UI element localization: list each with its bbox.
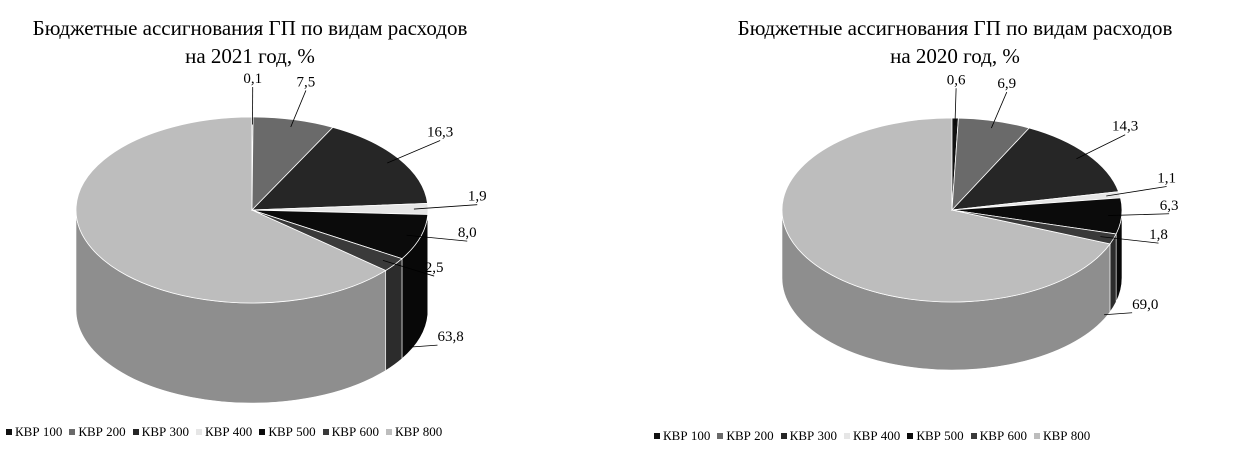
label-leader-line bbox=[1076, 134, 1126, 160]
chart-title-line-1: Бюджетные ассигнования ГП по видам расхо… bbox=[737, 16, 1173, 40]
data-label-квр-200: 6,9 bbox=[997, 76, 1016, 92]
pie-slice-квр-300 bbox=[251, 126, 429, 211]
legend-swatch bbox=[385, 429, 392, 435]
label-leader-line bbox=[409, 344, 438, 348]
pie-chart-2021: Бюджетные ассигнования ГП по видам расхо… bbox=[0, 0, 560, 450]
chart-title-line-1: Бюджетные ассигнования ГП по видам расхо… bbox=[32, 16, 468, 40]
legend-label: КВР 200 bbox=[726, 428, 774, 443]
legend-item: КВР 500 bbox=[907, 428, 964, 444]
legend-label: КВР 600 bbox=[979, 428, 1027, 443]
label-leader-line bbox=[1108, 213, 1170, 216]
pie-chart-2020: Бюджетные ассигнования ГП по видам расхо… bbox=[640, 0, 1247, 450]
legend-label: КВР 600 bbox=[331, 424, 379, 439]
label-leader-line bbox=[382, 259, 435, 277]
label-leader-line bbox=[1100, 236, 1159, 244]
data-label-квр-100: 0,1 bbox=[243, 71, 262, 87]
chart-legend: КВР 100 КВР 200 КВР 300 КВР 400 КВР 500 КВР 6… bbox=[654, 428, 1097, 444]
legend-item: КВР 600 bbox=[970, 428, 1027, 444]
legend-swatch bbox=[132, 429, 139, 435]
legend-item: КВР 200 bbox=[69, 424, 126, 440]
legend-swatch bbox=[780, 433, 787, 439]
pie-slice-квр-600 bbox=[951, 209, 1117, 245]
data-label-квр-400: 1,1 bbox=[1157, 170, 1176, 186]
data-label-квр-800: 69,0 bbox=[1132, 297, 1158, 313]
legend-item: КВР 600 bbox=[322, 424, 379, 440]
legend-label: КВР 100 bbox=[15, 424, 63, 439]
data-labels: 0,6 6,9 14,3 1,1 6,3 1,8 69,0 bbox=[947, 72, 1179, 316]
data-label-квр-100: 0,6 bbox=[947, 72, 966, 88]
legend-swatch bbox=[907, 433, 914, 439]
legend-label: КВР 800 bbox=[1042, 428, 1091, 443]
legend-label: КВР 400 bbox=[852, 428, 901, 443]
legend-swatch bbox=[717, 433, 724, 439]
chart-title-line-2: на 2021 год, % bbox=[185, 44, 315, 68]
chart-legend: КВР 100 КВР 200 КВР 300 КВР 400 КВР 500 КВР 6… bbox=[6, 424, 449, 440]
legend-swatch bbox=[69, 429, 76, 435]
pie-slice-квр-800 bbox=[75, 116, 387, 304]
legend-swatch bbox=[322, 429, 329, 435]
legend-item: КВР 500 bbox=[259, 424, 316, 440]
legend-item: КВР 400 bbox=[843, 428, 901, 444]
legend-item: КВР 100 bbox=[654, 428, 710, 444]
pie-top bbox=[75, 116, 429, 304]
data-label-квр-500: 6,3 bbox=[1160, 198, 1179, 214]
chart-title: Бюджетные ассигнования ГП по видам расхо… bbox=[0, 14, 500, 70]
data-label-квр-300: 16,3 bbox=[427, 125, 453, 141]
pie-side-квр-600 bbox=[385, 258, 403, 371]
legend-item: КВР 100 bbox=[6, 424, 62, 440]
legend-swatch bbox=[1033, 433, 1040, 439]
legend-label: КВР 300 bbox=[789, 428, 837, 443]
label-leader-line bbox=[387, 140, 441, 164]
legend-label: КВР 500 bbox=[268, 424, 316, 439]
legend-swatch bbox=[259, 429, 266, 435]
legend-label: КВР 400 bbox=[204, 424, 253, 439]
label-leader-line bbox=[1106, 186, 1167, 197]
legend-swatch bbox=[970, 433, 977, 439]
legend-swatch bbox=[843, 433, 850, 439]
pie-side-walls bbox=[75, 209, 429, 404]
label-leader-line bbox=[1104, 312, 1133, 316]
pie-slice-квр-300 bbox=[950, 127, 1120, 211]
data-label-квр-200: 7,5 bbox=[297, 74, 316, 90]
label-leader-line bbox=[954, 88, 957, 126]
legend-swatch bbox=[195, 429, 202, 435]
legend-swatch bbox=[654, 433, 660, 439]
legend-label: КВР 100 bbox=[663, 428, 711, 443]
label-leader-line bbox=[406, 234, 468, 242]
label-leader-line bbox=[413, 204, 478, 210]
pie-top bbox=[781, 117, 1123, 303]
legend-label: КВР 500 bbox=[916, 428, 964, 443]
pie-plot-area: 0,6 6,9 14,3 1,1 6,3 1,8 69,0 bbox=[781, 72, 1179, 371]
pie-side-квр-600 bbox=[1109, 233, 1117, 313]
chart-title: Бюджетные ассигнования ГП по видам расхо… bbox=[660, 14, 1247, 70]
label-leader-line bbox=[991, 91, 1008, 129]
data-label-квр-800: 63,8 bbox=[437, 329, 463, 345]
data-labels: 0,1 7,5 16,3 1,9 8,0 2,5 63,8 bbox=[243, 71, 487, 348]
legend-item: КВР 200 bbox=[717, 428, 774, 444]
data-label-квр-500: 8,0 bbox=[458, 225, 477, 241]
legend-swatch bbox=[6, 429, 12, 435]
label-leader-line bbox=[290, 90, 307, 128]
legend-item: КВР 800 bbox=[1033, 428, 1091, 444]
legend-item: КВР 400 bbox=[195, 424, 253, 440]
legend-label: КВР 800 bbox=[394, 424, 443, 439]
data-label-квр-300: 14,3 bbox=[1112, 119, 1138, 135]
legend-label: КВР 200 bbox=[78, 424, 126, 439]
chart-title-line-2: на 2020 год, % bbox=[890, 44, 1020, 68]
data-label-квр-400: 1,9 bbox=[468, 189, 487, 205]
legend-item: КВР 300 bbox=[132, 424, 189, 440]
data-label-квр-600: 1,8 bbox=[1149, 227, 1168, 243]
pie-slice-квр-800 bbox=[781, 117, 1111, 303]
pie-plot-area: 0,1 7,5 16,3 1,9 8,0 2,5 63,8 bbox=[75, 71, 487, 404]
legend-label: КВР 300 bbox=[141, 424, 189, 439]
legend-item: КВР 300 bbox=[780, 428, 837, 444]
pie-slice-квр-600 bbox=[251, 209, 403, 271]
legend-item: КВР 800 bbox=[385, 424, 443, 440]
data-label-квр-600: 2,5 bbox=[425, 260, 444, 276]
